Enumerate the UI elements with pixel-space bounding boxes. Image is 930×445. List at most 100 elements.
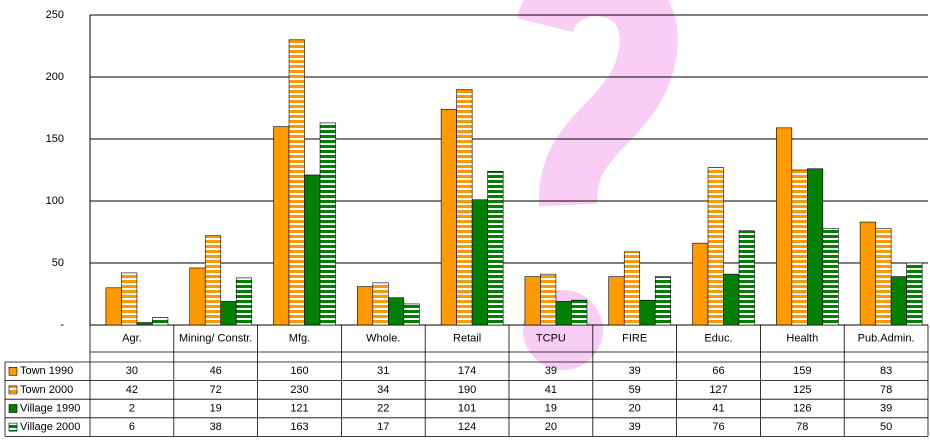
- category-label: TCPU: [536, 332, 566, 344]
- bar: [357, 286, 374, 326]
- table-value: 66: [712, 365, 724, 377]
- table-value: 39: [629, 421, 641, 433]
- table-value: 78: [880, 384, 892, 396]
- table-value: 163: [290, 421, 308, 433]
- bar: [859, 221, 876, 326]
- category-label: Pub.Admin.: [858, 332, 915, 344]
- bar: [152, 317, 169, 326]
- y-tick-label: 100: [46, 195, 64, 207]
- bar: [388, 297, 405, 326]
- bar: [456, 89, 473, 326]
- legend-swatch: [8, 385, 18, 395]
- table-value: 78: [796, 421, 808, 433]
- bar: [319, 122, 336, 326]
- legend-swatch: [8, 422, 18, 432]
- table-value: 190: [458, 384, 476, 396]
- bar: [471, 199, 488, 326]
- category-label: Mining/ Constr.: [179, 332, 252, 344]
- table-value: 19: [210, 402, 222, 414]
- bar: [524, 276, 541, 326]
- bar: [440, 108, 457, 326]
- table-value: 101: [458, 402, 476, 414]
- bar: [105, 287, 122, 326]
- category-label: Health: [786, 332, 818, 344]
- y-tick-label: 250: [46, 9, 64, 21]
- table-value: 38: [210, 421, 222, 433]
- table-value: 34: [377, 384, 389, 396]
- table-value: 30: [126, 365, 138, 377]
- legend-swatch: [8, 404, 18, 413]
- y-tick-label: -: [60, 319, 64, 331]
- y-tick-label: 50: [52, 257, 64, 269]
- bar: [136, 322, 153, 326]
- y-tick-label: 150: [46, 133, 64, 145]
- bar: [654, 276, 672, 326]
- bar: [304, 174, 321, 326]
- bar: [288, 39, 305, 326]
- table-value: 121: [290, 402, 308, 414]
- table-value: 39: [629, 365, 641, 377]
- table-value: 127: [709, 384, 727, 396]
- bar: [189, 267, 206, 326]
- bar: [776, 127, 793, 326]
- category-label: Mfg.: [289, 332, 310, 344]
- table-value: 50: [880, 421, 892, 433]
- table-value: 31: [377, 365, 389, 377]
- bar: [204, 235, 222, 326]
- table-value: 20: [629, 402, 641, 414]
- bar: [692, 242, 709, 326]
- category-label: FIRE: [622, 332, 647, 344]
- bar: [235, 277, 253, 326]
- category-label: Retail: [453, 332, 481, 344]
- table-value: 160: [290, 365, 308, 377]
- bar: [875, 227, 892, 326]
- table-value: 41: [545, 384, 557, 396]
- table-value: 17: [377, 421, 389, 433]
- bar: [608, 276, 625, 326]
- bar: [121, 272, 138, 326]
- bar: [639, 299, 656, 326]
- bar: [906, 262, 923, 326]
- bar: [890, 276, 907, 326]
- bar: [623, 251, 641, 326]
- table-value: 159: [793, 365, 811, 377]
- legend-label: Town 1990: [20, 365, 73, 377]
- bar: [707, 167, 724, 326]
- legend-label: Town 2000: [20, 384, 73, 396]
- category-label: Agr.: [122, 332, 142, 344]
- bar: [738, 230, 755, 326]
- bar: [807, 168, 824, 326]
- table-value: 20: [545, 421, 557, 433]
- bar: [822, 227, 839, 326]
- legend-label: Village 1990: [20, 402, 80, 414]
- bar: [555, 301, 572, 326]
- bar: [372, 282, 389, 326]
- bar: [403, 303, 420, 326]
- category-label: Educ.: [704, 332, 732, 344]
- table-value: 59: [629, 384, 641, 396]
- table-value: 2: [129, 402, 135, 414]
- category-label: Whole.: [366, 332, 400, 344]
- table-value: 72: [210, 384, 222, 396]
- table-value: 39: [880, 402, 892, 414]
- table-value: 19: [545, 402, 557, 414]
- legend-label: Village 2000: [20, 421, 80, 433]
- bar: [220, 301, 237, 326]
- bar: [273, 126, 290, 326]
- bar: [540, 273, 557, 326]
- table-value: 230: [290, 384, 308, 396]
- bar: [487, 170, 504, 326]
- y-tick-label: 200: [46, 71, 64, 83]
- table-value: 124: [458, 421, 476, 433]
- bar: [791, 169, 808, 326]
- table-value: 76: [712, 421, 724, 433]
- bar: [723, 273, 740, 326]
- table-value: 125: [793, 384, 811, 396]
- table-value: 174: [458, 365, 476, 377]
- table-value: 22: [377, 402, 389, 414]
- table-value: 126: [793, 402, 811, 414]
- table-value: 46: [210, 365, 222, 377]
- legend-swatch: [8, 366, 18, 376]
- table-value: 41: [712, 402, 724, 414]
